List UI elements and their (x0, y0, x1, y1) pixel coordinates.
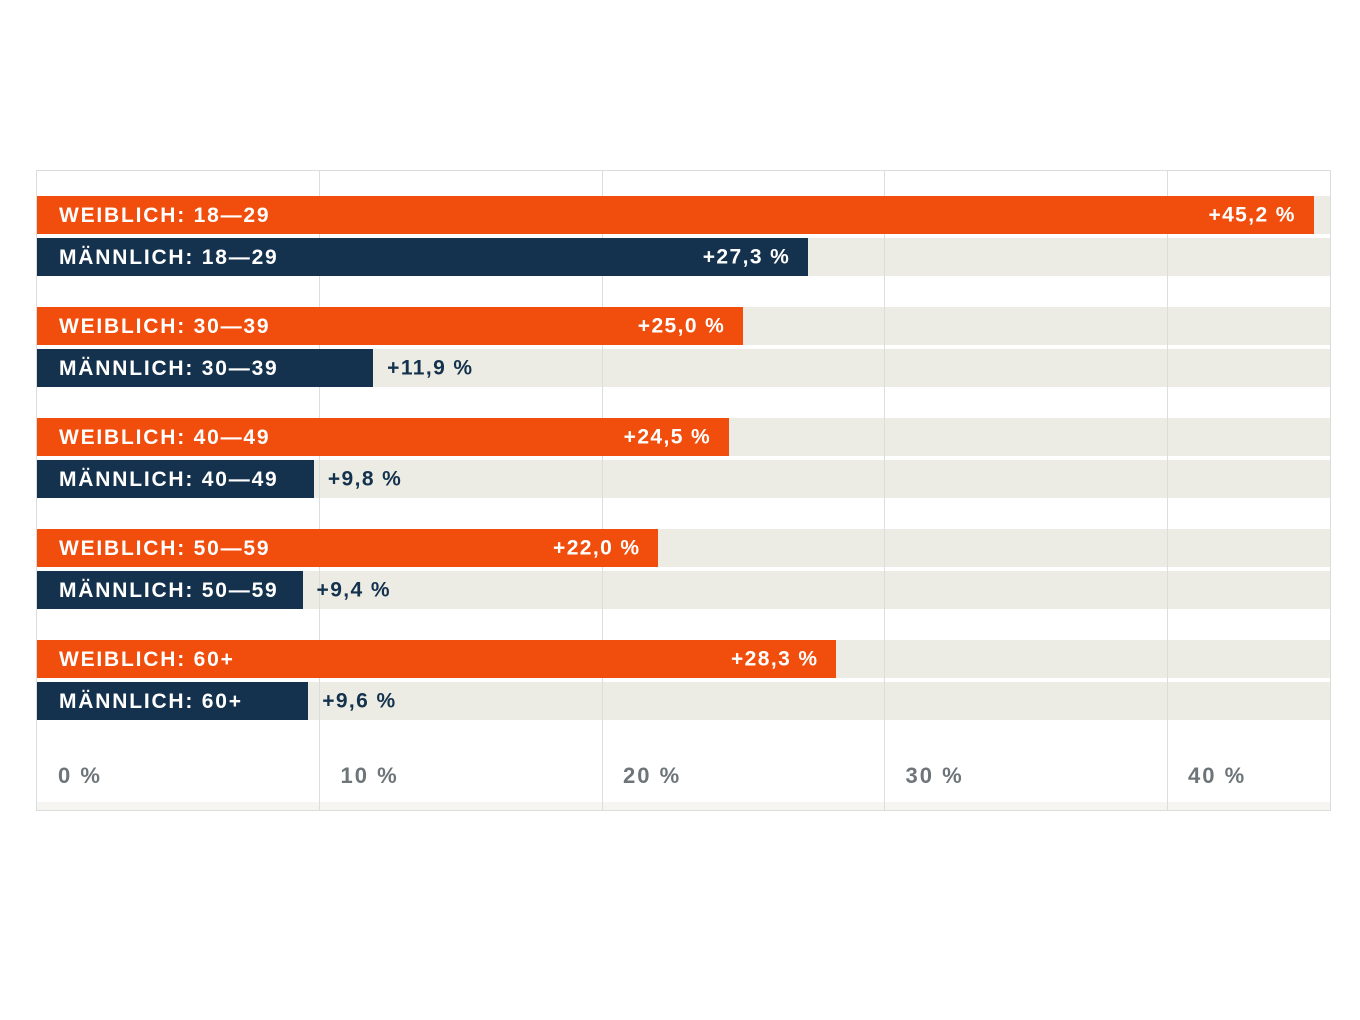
bar-row: WEIBLICH: 60+ +28,3 % (37, 640, 1330, 678)
value-label: +11,9 % (387, 356, 474, 380)
bar-label: WEIBLICH: 40—49 (59, 425, 271, 449)
bar-row: MÄNNLICH: 50—59 +9,4 % (37, 571, 1330, 609)
value-label: +28,3 % (731, 647, 819, 671)
bar: WEIBLICH: 40—49 +24,5 % (37, 418, 730, 456)
gridline (884, 171, 886, 810)
bar-label: MÄNNLICH: 60+ (59, 689, 243, 713)
x-tick-label: 40 % (1187, 763, 1247, 788)
bar-label: WEIBLICH: 60+ (59, 647, 235, 671)
bar-label: WEIBLICH: 50—59 (59, 536, 271, 560)
bar-row: WEIBLICH: 30—39 +25,0 % (37, 307, 1330, 345)
bar-row: MÄNNLICH: 60+ +9,6 % (37, 682, 1330, 720)
bar-row: MÄNNLICH: 18—29 +27,3 % (37, 238, 1330, 276)
gridline (601, 171, 603, 810)
bars-layer: WEIBLICH: 18—29 +45,2 % MÄNNLICH: 18—29 +27… (37, 171, 1330, 810)
x-axis: 0 % 10 % 20 % 30 % 40 % (37, 171, 1330, 810)
value-label: +9,6 % (322, 689, 397, 713)
bar-label: WEIBLICH: 18—29 (59, 203, 271, 227)
gridline (1166, 171, 1168, 810)
gridline (319, 171, 321, 810)
x-tick-label: 20 % (622, 763, 682, 788)
value-label: +27,3 % (702, 245, 791, 269)
bar-row: MÄNNLICH: 40—49 +9,8 % (37, 460, 1330, 498)
bar: WEIBLICH: 50—59 +22,0 % (37, 529, 659, 567)
bar: MÄNNLICH: 18—29 +27,3 % (37, 238, 809, 276)
value-label: +25,0 % (637, 314, 726, 338)
bar: MÄNNLICH: 30—39 (37, 349, 374, 387)
bar-chart: WEIBLICH: 18—29 +45,2 % MÄNNLICH: 18—29 +27… (36, 170, 1331, 811)
x-tick-label: 10 % (340, 763, 399, 788)
bar-row: WEIBLICH: 40—49 +24,5 % (37, 418, 1330, 456)
bar-label: WEIBLICH: 30—39 (59, 314, 271, 338)
bar-row: WEIBLICH: 50—59 +22,0 % (37, 529, 1330, 567)
bar: WEIBLICH: 30—39 +25,0 % (37, 307, 744, 345)
bar: MÄNNLICH: 60+ (37, 682, 309, 720)
bar-row: WEIBLICH: 18—29 +45,2 % (37, 196, 1330, 234)
gridlines-layer (37, 171, 1330, 810)
bar-label: MÄNNLICH: 50—59 (59, 578, 279, 602)
bar: WEIBLICH: 60+ +28,3 % (37, 640, 837, 678)
bottom-track-artifact (37, 802, 1330, 810)
value-label: +24,5 % (623, 425, 712, 449)
value-label: +9,8 % (327, 467, 403, 491)
value-label: +9,4 % (316, 578, 391, 602)
bar-label: MÄNNLICH: 40—49 (59, 467, 279, 491)
value-label: +22,0 % (553, 536, 641, 560)
bar-row: MÄNNLICH: 30—39 +11,9 % (37, 349, 1330, 387)
x-tick-label: 0 % (58, 763, 102, 788)
bar: WEIBLICH: 18—29 +45,2 % (37, 196, 1314, 234)
bar-label: MÄNNLICH: 18—29 (59, 245, 279, 269)
bar-label: MÄNNLICH: 30—39 (59, 356, 279, 380)
bar: MÄNNLICH: 40—49 (37, 460, 314, 498)
bar: MÄNNLICH: 50—59 (37, 571, 303, 609)
x-tick-label: 30 % (905, 763, 964, 788)
value-label: +45,2 % (1208, 203, 1296, 227)
